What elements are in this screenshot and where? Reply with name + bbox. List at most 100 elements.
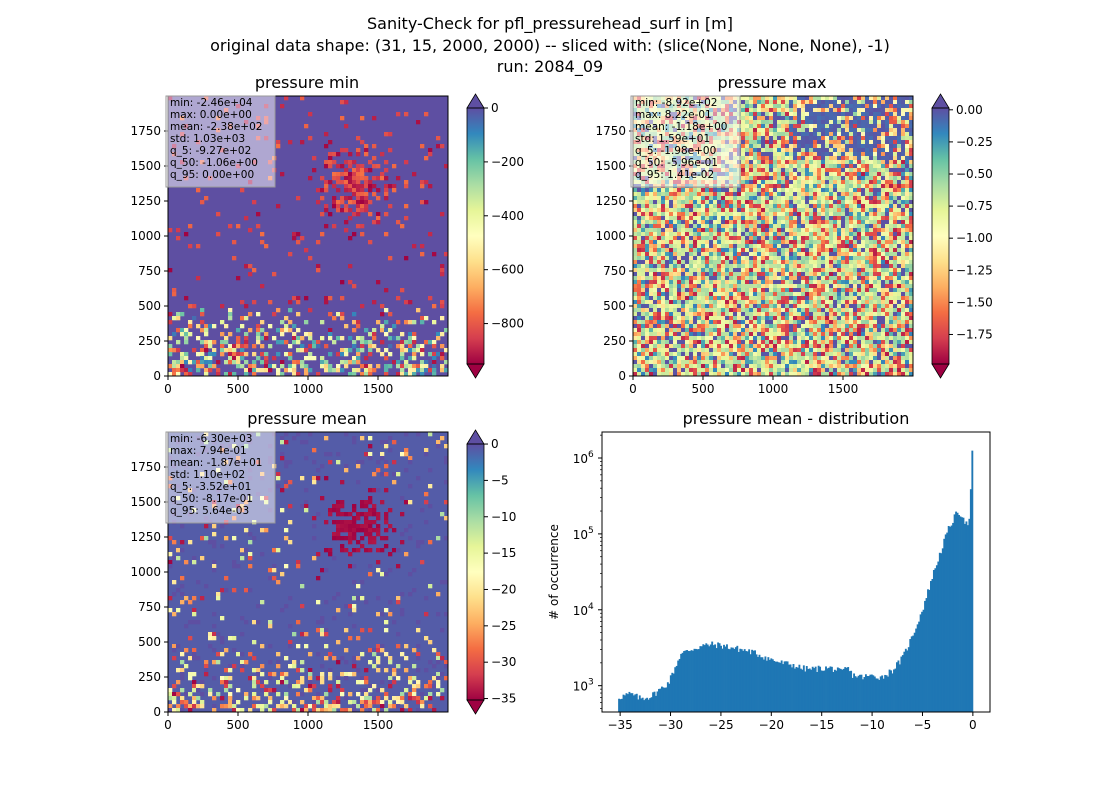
heatmap-cell [837,164,842,169]
heatmap-cell [753,288,758,293]
heatmap-cell [236,364,241,369]
panel-pressure-min: pressure min 0 500 1000 1500025050075010001… [130,73,524,396]
heatmap-cell [741,260,746,265]
heatmap-cell [340,164,345,169]
heatmap-cell [889,284,894,289]
panel-title: pressure max [717,73,826,92]
heatmap-cell [905,324,910,329]
heatmap-cell [809,264,814,269]
heatmap-cell [869,128,874,133]
heatmap-cell [633,208,638,213]
heatmap-cell [849,288,854,293]
heatmap-cell [853,160,858,165]
heatmap-cell [717,224,722,229]
heatmap-cell [344,184,349,189]
heatmap-cell [745,192,750,197]
heatmap-cell [368,332,373,337]
heatmap-cell [352,200,357,205]
heatmap-cell [745,148,750,153]
heatmap-cell [657,324,662,329]
heatmap-cell [737,208,742,213]
heatmap-cell [813,144,818,149]
heatmap-cell [877,108,882,113]
heatmap-cell [324,184,329,189]
heatmap-cell [805,320,810,325]
heatmap-cell [841,136,846,141]
heatmap-cell [420,184,425,189]
heatmap-cell [364,356,369,361]
heatmap-cell [737,204,742,209]
heatmap-cell [873,212,878,217]
heatmap-cell [805,164,810,169]
heatmap-cell [705,268,710,273]
heatmap-cell [304,356,309,361]
heatmap-cell [865,328,870,333]
heatmap-cell [709,320,714,325]
heatmap-cell [749,196,754,201]
heatmap-cell [873,188,878,193]
heatmap-cell [789,140,794,145]
heatmap-cell [805,184,810,189]
heatmap-cell [208,352,213,357]
heatmap-cell [873,308,878,313]
heatmap-cell [849,212,854,217]
heatmap-cell [713,276,718,281]
heatmap-cell [709,196,714,201]
heatmap-cell [328,368,333,373]
heatmap-cell [240,300,245,305]
heatmap-cell [717,204,722,209]
heatmap-cell [761,264,766,269]
heatmap-cell [685,228,690,233]
heatmap-cell [404,160,409,165]
heatmap-cell [809,96,814,101]
heatmap-cell [805,252,810,257]
heatmap-cell [773,108,778,113]
heatmap-cell [897,136,902,141]
heatmap-cell [829,116,834,121]
heatmap-cell [633,232,638,237]
heatmap-cell [296,340,301,345]
heatmap-cell [677,232,682,237]
heatmap-cell [741,132,746,137]
heatmap-cell [709,312,714,317]
heatmap-cell [352,192,357,197]
heatmap-cell [741,312,746,317]
heatmap-cell [741,300,746,305]
heatmap-cell [909,156,914,161]
heatmap-cell [905,212,910,217]
heatmap-cell [829,100,834,105]
heatmap-cell [657,328,662,333]
heatmap-cell [685,328,690,333]
heatmap-cell [741,244,746,249]
heatmap-cell [765,212,770,217]
heatmap-cell [312,156,317,161]
heatmap-cell [905,132,910,137]
heatmap-cell [909,152,914,157]
heatmap-cell [845,208,850,213]
heatmap-cell [825,308,830,313]
heatmap-cell [693,332,698,337]
heatmap-cell [653,292,658,297]
heatmap-cell [352,360,357,365]
heatmap-cell [713,208,718,213]
heatmap-cell [729,320,734,325]
heatmap-cell [869,196,874,201]
heatmap-cell [749,244,754,249]
heatmap-cell [228,332,233,337]
heatmap-cell [793,328,798,333]
heatmap-cell [813,216,818,221]
heatmap-cell [909,100,914,105]
heatmap-cell [324,132,329,137]
heatmap-cell [877,324,882,329]
heatmap-cell [885,120,890,125]
heatmap-cell [637,304,642,309]
heatmap-cell [256,368,261,373]
heatmap-cell [857,268,862,273]
heatmap-cell [885,244,890,249]
heatmap-cell [821,320,826,325]
heatmap-cell [641,200,646,205]
heatmap-cell [657,196,662,201]
heatmap-cell [685,232,690,237]
heatmap-cell [388,204,393,209]
heatmap-cell [809,172,814,177]
